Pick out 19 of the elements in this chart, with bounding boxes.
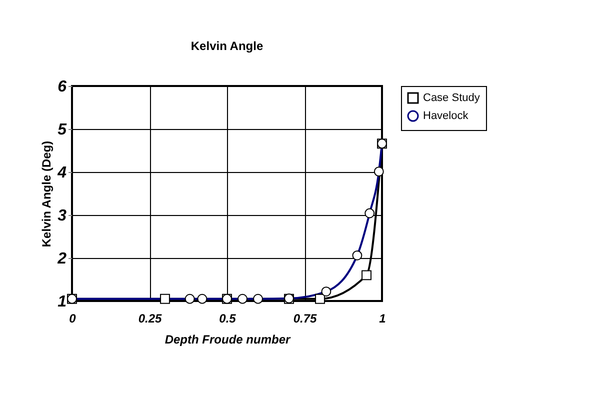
y-tick-label: 3 [58,208,67,224]
x-axis-title: Depth Froude number [164,332,292,346]
y-axis-title: Kelvin Angle (Deg) [40,140,54,248]
legend-label: Havelock [423,110,469,122]
y-tick-label: 4 [56,164,67,182]
x-tick-label: 0 [69,312,76,326]
point [362,270,372,280]
y-tick-label: 1 [58,294,67,310]
x-tick-label: 0.75 [293,312,317,326]
y-tick-label: 5 [58,122,68,138]
x-tick-label: 0.25 [138,312,162,326]
point [160,294,170,304]
point [315,294,325,304]
chart-title: Kelvin Angle [190,39,264,53]
x-tick-label: 0.5 [219,312,236,326]
legend-label: Case Study [423,92,480,104]
y-tick-label: 2 [56,250,67,268]
y-tick-label: 6 [58,78,67,96]
x-tick-label: 1 [379,312,386,326]
